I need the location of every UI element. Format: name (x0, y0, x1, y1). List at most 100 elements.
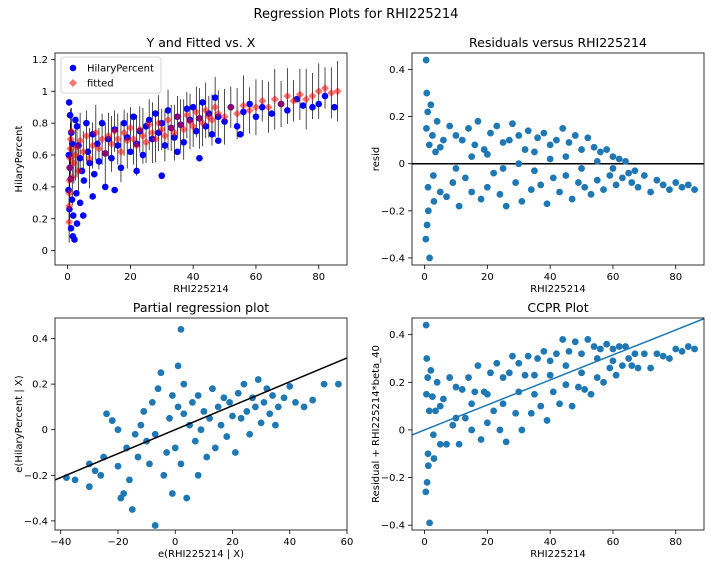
ccpr-data-point (452, 383, 460, 391)
partreg-data-point (243, 408, 251, 415)
ccpr-y-tick-label: −0.4 (381, 521, 405, 532)
ccpr-data-point (461, 414, 469, 422)
yfit-fitted-point (302, 95, 311, 104)
ccpr-x-tick-label: 0 (421, 537, 427, 548)
ccpr-data-point (424, 450, 432, 458)
resid-data-point (640, 172, 648, 179)
resid-data-point (618, 174, 626, 182)
resid-data-point (553, 136, 560, 144)
ccpr-x-tick-label: 60 (607, 537, 620, 548)
yfit-observed-point (240, 108, 247, 116)
ccpr-data-point (449, 421, 457, 429)
resid-data-point (424, 108, 432, 116)
partreg-data-point (174, 362, 182, 370)
figure-title: Regression Plots for RHI225214 (254, 7, 459, 22)
yfit-observed-point (65, 99, 73, 106)
ccpr-data-point (672, 345, 680, 353)
resid-data-point (568, 195, 576, 203)
yfit-fitted-point (167, 123, 176, 132)
yfit-fitted-point (79, 147, 88, 156)
partreg-title: Partial regression plot (133, 300, 269, 315)
yfit-observed-point (79, 212, 87, 219)
ccpr-data-point (556, 400, 563, 408)
yfit-observed-point (108, 154, 115, 162)
yfit-observed-point (73, 189, 80, 197)
resid-y-tick-label: 0 (399, 159, 405, 170)
partreg-x-tick-label: 40 (283, 537, 296, 548)
ccpr-data-point (487, 369, 494, 377)
partreg-data-point (180, 380, 188, 388)
ccpr-data-point (521, 371, 529, 379)
ccpr-data-point (424, 462, 432, 470)
yfit-fitted-point (71, 151, 80, 160)
resid-data-point (436, 143, 444, 151)
yfit-fitted-point (239, 101, 248, 110)
resid-data-point (615, 155, 623, 163)
yfit-observed-point (127, 148, 134, 156)
ccpr-data-point (587, 390, 595, 398)
partreg-data-point (168, 490, 176, 497)
yfit-fitted-point (123, 136, 132, 145)
yfit-y-tick-label: 0.4 (32, 182, 48, 193)
ccpr-data-point (468, 400, 476, 408)
ccpr-data-point (524, 352, 532, 360)
yfit-y-tick-label: 0.8 (32, 119, 48, 130)
partreg-data-point (320, 380, 328, 388)
resid-xlabel: RHI225214 (530, 284, 586, 295)
yfit-observed-point (158, 172, 166, 180)
partreg-data-point (254, 376, 262, 383)
ccpr-data-point (549, 388, 557, 396)
resid-data-point (565, 139, 573, 146)
ccpr-data-point (518, 426, 526, 434)
yfit-observed-point (101, 183, 109, 191)
ccpr-data-point (465, 374, 472, 381)
ccpr-x-tick-label: 20 (481, 537, 494, 548)
yfit-fitted-point (74, 166, 83, 175)
resid-data-point (458, 136, 466, 144)
resid-data-point (612, 181, 620, 189)
ccpr-data-point (581, 386, 589, 393)
ccpr-data-point (666, 355, 673, 362)
resid-ylabel: resid (371, 147, 382, 171)
partreg-data-point (269, 392, 276, 399)
resid-data-point (468, 188, 476, 196)
partreg-data-point (229, 412, 236, 420)
partreg-data-point (146, 460, 153, 468)
partreg-ylabel: e(HilaryPercent | X) (14, 375, 25, 472)
yfit-fitted-point (107, 139, 116, 148)
resid-data-point (443, 193, 450, 201)
ccpr-data-point (471, 388, 479, 396)
partreg-data-point (151, 522, 159, 529)
ccpr-data-point (546, 357, 554, 365)
partreg-data-point (157, 369, 165, 377)
partreg-data-point (220, 394, 228, 402)
ccpr-data-point (436, 402, 444, 410)
resid-data-point (587, 190, 595, 198)
yfit-observed-point (71, 236, 78, 243)
yfit-observed-point (69, 212, 77, 219)
yfit-observed-point (192, 127, 200, 135)
resid-data-point (678, 183, 686, 191)
resid-data-point (483, 150, 491, 158)
ccpr-data-point (678, 347, 686, 355)
yfit-fitted-point (182, 111, 191, 120)
resid-y-tick-label: 0.2 (389, 112, 405, 123)
partreg-data-point (131, 430, 139, 438)
partreg-data-point (117, 494, 125, 502)
ccpr-data-point (653, 350, 661, 358)
yfit-fitted-point (94, 144, 103, 153)
resid-data-point (578, 165, 585, 172)
partreg-data-point (108, 417, 116, 424)
yfit-fitted-point (129, 135, 138, 144)
ccpr-data-point (427, 367, 435, 374)
ccpr-data-point (425, 407, 433, 415)
partreg-data-point (189, 398, 196, 406)
resid-data-point (684, 181, 692, 189)
partreg-data-point (292, 398, 299, 406)
resid-data-point (426, 254, 433, 262)
resid-data-point (543, 200, 551, 208)
yfit-fitted-point (67, 127, 76, 136)
resid-data-point (606, 172, 614, 179)
resid-data-point (609, 153, 617, 161)
partreg-data-point (335, 380, 342, 388)
